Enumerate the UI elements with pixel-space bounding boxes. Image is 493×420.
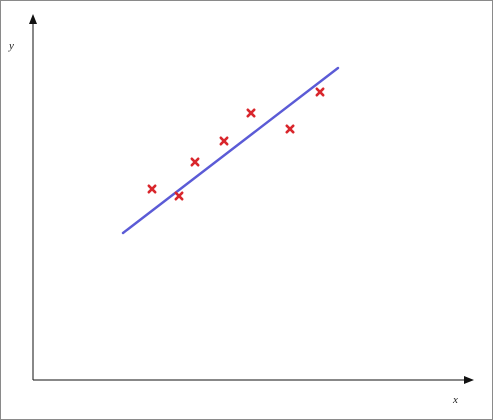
y-axis-label: y bbox=[8, 40, 14, 52]
data-point-4 bbox=[221, 138, 227, 144]
data-point-7 bbox=[317, 89, 323, 95]
data-point-1 bbox=[149, 186, 155, 192]
x-axis-label: x bbox=[452, 394, 458, 406]
data-point-2 bbox=[176, 193, 182, 199]
data-points bbox=[149, 89, 323, 199]
data-point-5 bbox=[248, 110, 254, 116]
data-point-6 bbox=[287, 126, 293, 132]
data-point-3 bbox=[192, 159, 198, 165]
trend-line bbox=[123, 68, 338, 233]
